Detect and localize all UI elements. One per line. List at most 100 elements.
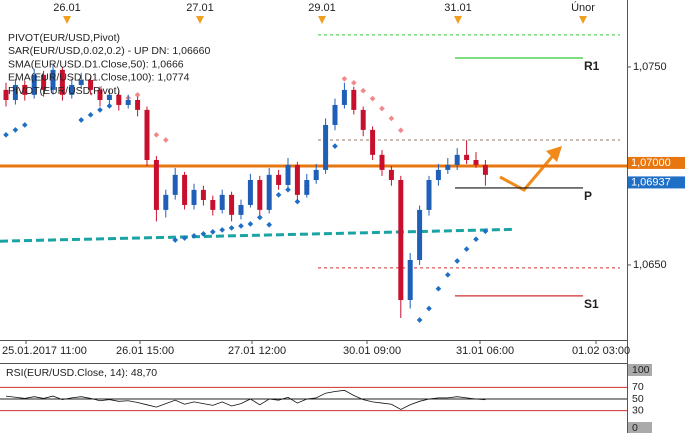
candle-body [3, 89, 9, 100]
candle-body [22, 84, 28, 95]
forecast-arrowhead [546, 146, 562, 162]
sar-dot [87, 112, 94, 118]
x-tick-label: 01.02 03:00 [572, 345, 630, 357]
candle-body [182, 174, 188, 205]
sar-dot [106, 103, 113, 109]
sar-dot [172, 237, 179, 243]
sar-dot [209, 229, 216, 235]
candle-body [332, 104, 338, 125]
price-marker-label: 1,07000 [631, 157, 671, 169]
candle-body [398, 180, 404, 300]
candle-body [473, 160, 479, 165]
rsi-tick-label: 100 [632, 364, 650, 376]
candle-body [31, 74, 37, 95]
indicator-label: PIVOT(EUR/USD,Pivot) [8, 85, 120, 97]
candle-body [266, 174, 272, 210]
sar-dot [238, 223, 244, 229]
indicator-label: SAR(EUR/USD,0.02,0.2) - UP DN: 1,06660 [8, 45, 210, 57]
candle-body [153, 160, 159, 210]
candle-body [304, 180, 310, 195]
candle-body [88, 80, 94, 90]
candle-body [12, 84, 18, 100]
sar-dot [426, 305, 432, 312]
indicator-label: EMA(EUR/USD.D1.Close,100): 1,0774 [8, 72, 190, 84]
candle-body [276, 174, 282, 185]
sar-dot [444, 272, 451, 278]
pivot-label: S1 [584, 297, 599, 311]
top-date-label: 31.01 [444, 2, 472, 14]
candle-body [370, 129, 376, 155]
candle-body [323, 124, 329, 170]
candle-body [219, 194, 225, 210]
sar-dot [360, 87, 367, 94]
sar-dot [191, 233, 197, 239]
sar-dot [228, 225, 235, 231]
x-tick-label: 30.01 09:00 [343, 345, 401, 357]
candle-body [229, 194, 235, 215]
indicator-label: SMA(EUR/USD.D1.Close,50): 1,0666 [8, 58, 184, 70]
candle-body [210, 200, 216, 210]
sar-dot [463, 246, 470, 252]
candle-body [135, 100, 141, 110]
candle-body [417, 209, 423, 260]
sar-dot [134, 92, 141, 98]
top-date-marker [579, 16, 587, 24]
y-tick-label: 1,0650 [633, 259, 667, 271]
sar-dot [473, 236, 479, 243]
x-tick-label: 26.01 15:00 [116, 345, 174, 357]
candle-body [341, 89, 347, 105]
sar-dot [266, 221, 273, 228]
candle-body [50, 69, 56, 90]
top-date-marker [196, 16, 204, 24]
sar-dot [332, 143, 338, 149]
rsi-tick-label: 70 [632, 381, 644, 393]
sar-dot [275, 192, 282, 198]
top-date-marker [318, 16, 326, 24]
pivot-label: P [584, 189, 592, 203]
candle-body [294, 164, 300, 195]
candle-body [379, 154, 385, 170]
top-date-marker [63, 16, 71, 24]
price-marker-box [628, 156, 685, 169]
candle-body [69, 84, 75, 95]
candle-body [351, 89, 357, 110]
candle-body [388, 169, 394, 180]
top-date-label: 27.01 [186, 2, 214, 14]
sar-dot [247, 221, 254, 227]
candle-body [257, 180, 263, 210]
sar-dot [181, 235, 188, 241]
rsi-tick-label: 50 [632, 393, 644, 405]
sar-dot [388, 115, 395, 122]
candle-body [144, 109, 150, 160]
candle-body [106, 94, 112, 100]
candle-body [360, 109, 366, 130]
sar-dot [97, 107, 103, 113]
candle-body [191, 189, 197, 205]
sar-dot [397, 127, 404, 134]
sar-dot [153, 132, 160, 138]
top-date-label: Únor [571, 1, 595, 14]
candle-body [285, 164, 291, 185]
price-marker-box [628, 176, 685, 189]
sar-dot [350, 79, 357, 86]
rsi-tick-box [628, 422, 652, 433]
candle-body [313, 169, 319, 180]
sar-dot [256, 214, 263, 221]
rsi-tick-label: 0 [632, 422, 638, 433]
candle-body [59, 69, 65, 95]
candle-body [172, 174, 178, 195]
sar-dot [482, 228, 489, 235]
rsi-line [5, 389, 486, 410]
sar-dot [200, 231, 207, 237]
sar-dot [379, 105, 385, 112]
y-tick-label: 1,0750 [633, 61, 667, 73]
sar-dot [285, 186, 291, 193]
x-tick-label: 31.01 06:00 [456, 345, 514, 357]
sar-dot [294, 198, 301, 205]
sma-line [0, 227, 516, 243]
sar-dot [78, 117, 85, 123]
top-date-marker [454, 16, 462, 24]
candle-body [482, 164, 488, 175]
